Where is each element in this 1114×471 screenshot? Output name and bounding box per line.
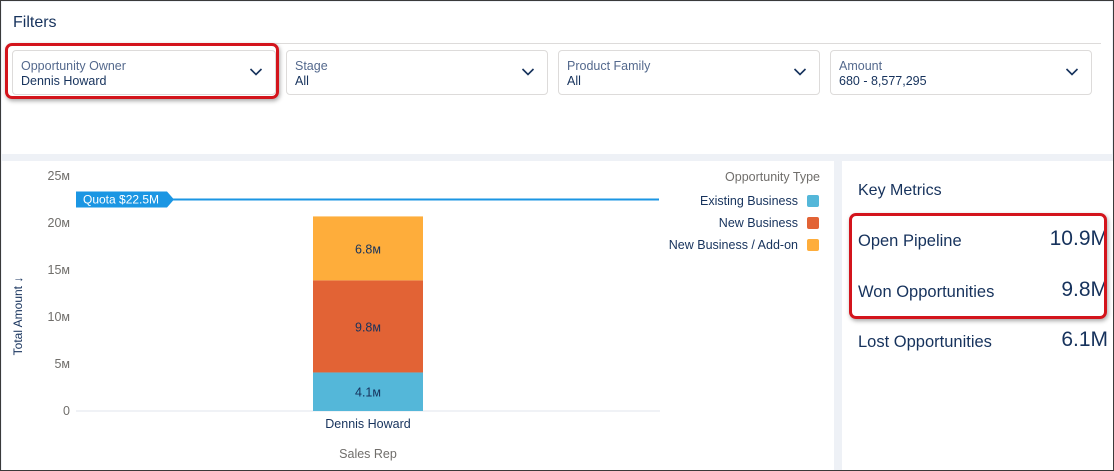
bar-segment[interactable] <box>313 216 423 281</box>
y-tick-label: 5м <box>54 357 70 371</box>
legend-swatch[interactable] <box>807 239 819 251</box>
filter-stage[interactable]: Stage All <box>286 50 548 95</box>
legend-item-label: Existing Business <box>700 194 798 208</box>
data-label: 4.1м <box>355 386 381 400</box>
chevron-down-icon[interactable] <box>793 67 807 77</box>
filter-value: 680 - 8,577,295 <box>839 74 927 88</box>
filter-value: Dennis Howard <box>21 74 107 88</box>
metric-label: Open Pipeline <box>858 232 962 250</box>
metric-value: 6.1M <box>1061 328 1108 351</box>
filters-divider <box>13 43 1101 44</box>
x-axis-label: Sales Rep <box>339 447 397 461</box>
chevron-down-icon[interactable] <box>249 67 263 77</box>
metric-won-opportunities[interactable]: Won Opportunities 9.8M <box>858 277 1108 307</box>
filter-label: Stage <box>295 59 328 73</box>
quota-label: Quota $22.5M <box>83 193 159 207</box>
chevron-down-icon[interactable] <box>521 67 535 77</box>
legend-swatch[interactable] <box>807 217 819 229</box>
legend-item-label: New Business <box>719 216 798 230</box>
filters-panel: Filters Opportunity Owner Dennis Howard … <box>2 2 1112 154</box>
filter-value: All <box>567 74 581 88</box>
data-label: 9.8м <box>355 320 381 334</box>
metric-label: Lost Opportunities <box>858 333 992 351</box>
quota-tag <box>76 191 174 208</box>
legend-swatch[interactable] <box>807 195 819 207</box>
filter-label: Opportunity Owner <box>21 59 126 73</box>
metric-value: 9.8M <box>1061 278 1108 301</box>
filter-value: All <box>295 74 309 88</box>
metrics-title: Key Metrics <box>858 182 942 199</box>
bar-segment[interactable] <box>313 372 423 411</box>
y-tick-label: 25м <box>48 169 71 183</box>
y-tick-label: 0 <box>63 404 70 418</box>
chart-panel: 0 5м 10м 15м 20м 25м 4.1м 9.8м 6.8м Quota $22.5… <box>2 161 834 470</box>
chevron-down-icon[interactable] <box>1065 67 1079 77</box>
metric-open-pipeline[interactable]: Open Pipeline 10.9M <box>858 226 1108 256</box>
filter-product-family[interactable]: Product Family All <box>558 50 820 95</box>
bar-segment[interactable] <box>313 280 423 373</box>
filter-opportunity-owner[interactable]: Opportunity Owner Dennis Howard <box>12 50 276 95</box>
metric-lost-opportunities[interactable]: Lost Opportunities 6.1M <box>858 327 1108 357</box>
legend-title: Opportunity Type <box>725 170 820 184</box>
key-metrics-panel: Key Metrics Open Pipeline 10.9M Won Oppo… <box>842 161 1113 470</box>
x-tick-label: Dennis Howard <box>325 417 411 431</box>
filter-amount[interactable]: Amount 680 - 8,577,295 <box>830 50 1092 95</box>
y-tick-label: 20м <box>48 216 71 230</box>
y-tick-label: 15м <box>48 263 71 277</box>
y-tick-label: 10м <box>48 310 71 324</box>
metric-value: 10.9M <box>1049 227 1108 250</box>
filter-label: Product Family <box>567 59 651 73</box>
y-axis-label: Total Amount ↓ <box>11 277 25 356</box>
filters-title: Filters <box>13 14 57 31</box>
data-label: 6.8м <box>355 242 381 256</box>
filter-label: Amount <box>839 59 883 73</box>
legend-item-label: New Business / Add-on <box>669 238 798 252</box>
stacked-bar-chart: 0 5м 10м 15м 20м 25м 4.1м 9.8м 6.8м Quota $22.5… <box>11 169 820 461</box>
metric-label: Won Opportunities <box>858 283 995 301</box>
